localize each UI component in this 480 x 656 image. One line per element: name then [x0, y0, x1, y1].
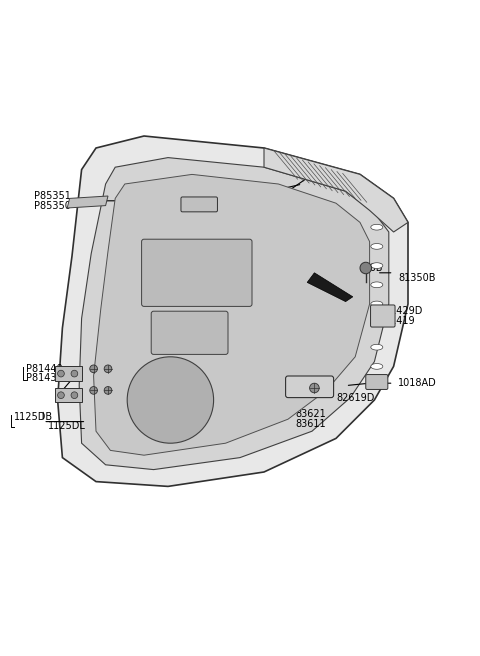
- Text: P81430: P81430: [26, 373, 63, 383]
- Circle shape: [360, 262, 372, 274]
- Text: 83621: 83621: [295, 409, 326, 419]
- Text: REF.81-827: REF.81-827: [220, 194, 279, 203]
- Text: 83670C: 83670C: [144, 191, 181, 201]
- Circle shape: [71, 370, 78, 377]
- Ellipse shape: [371, 224, 383, 230]
- Text: 1018AD: 1018AD: [398, 379, 437, 388]
- FancyBboxPatch shape: [286, 376, 334, 398]
- Polygon shape: [79, 157, 389, 470]
- Text: 81419: 81419: [384, 316, 415, 326]
- Ellipse shape: [371, 262, 383, 268]
- Text: P85351: P85351: [34, 191, 71, 201]
- Polygon shape: [264, 148, 408, 232]
- FancyBboxPatch shape: [55, 367, 82, 380]
- Text: P81440: P81440: [26, 364, 63, 374]
- Ellipse shape: [371, 301, 383, 307]
- Circle shape: [127, 357, 214, 443]
- Polygon shape: [94, 174, 370, 455]
- FancyBboxPatch shape: [366, 375, 388, 390]
- Circle shape: [58, 370, 64, 377]
- Text: 1125DL: 1125DL: [48, 421, 86, 432]
- Circle shape: [310, 383, 319, 393]
- Text: 82619D: 82619D: [336, 392, 374, 403]
- Text: 81456B: 81456B: [346, 263, 383, 273]
- Circle shape: [90, 365, 97, 373]
- Text: 81350B: 81350B: [398, 273, 436, 283]
- Text: 83680F: 83680F: [144, 201, 180, 211]
- Ellipse shape: [371, 344, 383, 350]
- Polygon shape: [58, 136, 408, 486]
- Polygon shape: [307, 273, 353, 302]
- Ellipse shape: [371, 320, 383, 326]
- Text: 1125DB: 1125DB: [14, 412, 54, 422]
- Circle shape: [104, 386, 112, 394]
- Circle shape: [71, 392, 78, 399]
- Text: 83611: 83611: [295, 419, 326, 429]
- FancyBboxPatch shape: [371, 305, 395, 327]
- FancyBboxPatch shape: [142, 239, 252, 306]
- Text: 85858C: 85858C: [271, 392, 309, 403]
- Ellipse shape: [371, 282, 383, 288]
- FancyBboxPatch shape: [181, 197, 217, 212]
- Circle shape: [58, 392, 64, 399]
- Text: P85350: P85350: [34, 201, 71, 211]
- Circle shape: [90, 386, 97, 394]
- FancyBboxPatch shape: [55, 388, 82, 402]
- FancyBboxPatch shape: [151, 311, 228, 354]
- Ellipse shape: [371, 363, 383, 369]
- Text: 81429D: 81429D: [384, 306, 422, 316]
- Ellipse shape: [371, 243, 383, 249]
- Circle shape: [104, 365, 112, 373]
- Polygon shape: [67, 196, 108, 208]
